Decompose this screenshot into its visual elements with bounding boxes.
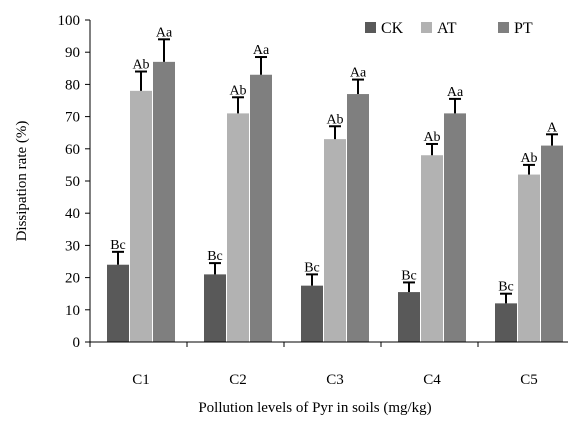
legend-label-ck: CK bbox=[381, 20, 404, 37]
y-tick-label: 90 bbox=[65, 45, 80, 61]
y-tick-label: 20 bbox=[65, 271, 80, 287]
bar-ck-c5 bbox=[495, 303, 517, 342]
bar-ck-c1 bbox=[107, 264, 129, 342]
significance-label: Aa bbox=[350, 66, 367, 81]
x-axis-categories: C1 C2 C3 C4 C5 bbox=[89, 342, 538, 388]
y-tick-label: 10 bbox=[65, 303, 80, 319]
bar-at-c3 bbox=[324, 139, 346, 342]
y-tick-label: 30 bbox=[65, 238, 80, 254]
significance-label: Ab bbox=[423, 130, 440, 145]
significance-label: Ab bbox=[520, 151, 537, 166]
significance-label: Ab bbox=[326, 112, 343, 127]
significance-label: Bc bbox=[304, 260, 320, 275]
legend-label-at: AT bbox=[437, 20, 457, 37]
y-axis-ticks: 0 10 20 30 40 50 60 70 80 90 100 bbox=[58, 13, 90, 351]
significance-label: Ab bbox=[132, 58, 149, 73]
bar-ck-c4 bbox=[398, 292, 420, 342]
legend-swatch-at bbox=[421, 22, 432, 33]
y-tick-label: 60 bbox=[65, 142, 80, 158]
x-category-label: C3 bbox=[326, 372, 344, 388]
bar-pt-c2 bbox=[250, 74, 272, 343]
significance-labels: Bc Ab Aa Bc Ab Aa Bc Ab Aa Bc Ab Aa Bc Ab A bbox=[110, 25, 558, 294]
significance-label: A bbox=[547, 120, 558, 135]
legend-swatch-ck bbox=[365, 22, 376, 33]
significance-label: Ab bbox=[229, 83, 246, 98]
y-axis-title: Dissipation rate (%) bbox=[14, 121, 30, 242]
error-bars bbox=[112, 38, 558, 304]
y-tick-label: 80 bbox=[65, 77, 80, 93]
x-category-label: C1 bbox=[132, 372, 150, 388]
y-tick-label: 50 bbox=[65, 174, 80, 190]
legend-label-pt: PT bbox=[514, 20, 533, 37]
bar-ck-c2 bbox=[204, 274, 226, 342]
bar-marks bbox=[107, 61, 563, 343]
legend: CK AT PT bbox=[365, 20, 533, 37]
bar-pt-c3 bbox=[347, 94, 369, 342]
significance-label: Bc bbox=[110, 238, 126, 253]
bar-pt-c4 bbox=[444, 113, 466, 342]
x-category-label: C5 bbox=[520, 372, 538, 388]
y-tick-label: 100 bbox=[58, 13, 81, 29]
bar-at-c2 bbox=[227, 113, 249, 342]
y-tick-label: 40 bbox=[65, 206, 80, 222]
bar-ck-c3 bbox=[301, 285, 323, 342]
significance-label: Aa bbox=[447, 85, 464, 100]
bar-pt-c5 bbox=[541, 145, 563, 342]
significance-label: Aa bbox=[253, 43, 270, 58]
significance-label: Aa bbox=[156, 25, 173, 40]
bar-pt-c1 bbox=[153, 61, 175, 343]
y-tick-label: 70 bbox=[65, 110, 80, 126]
bar-at-c1 bbox=[130, 90, 152, 342]
bar-at-c4 bbox=[421, 155, 443, 342]
bar-at-c5 bbox=[518, 174, 540, 342]
x-category-label: C4 bbox=[423, 372, 441, 388]
y-tick-label: 0 bbox=[73, 335, 81, 351]
legend-swatch-pt bbox=[498, 22, 509, 33]
significance-label: Bc bbox=[401, 268, 417, 283]
significance-label: Bc bbox=[498, 280, 514, 295]
x-axis-title: Pollution levels of Pyr in soils (mg/kg) bbox=[198, 400, 431, 416]
x-category-label: C2 bbox=[229, 372, 247, 388]
significance-label: Bc bbox=[207, 249, 223, 264]
